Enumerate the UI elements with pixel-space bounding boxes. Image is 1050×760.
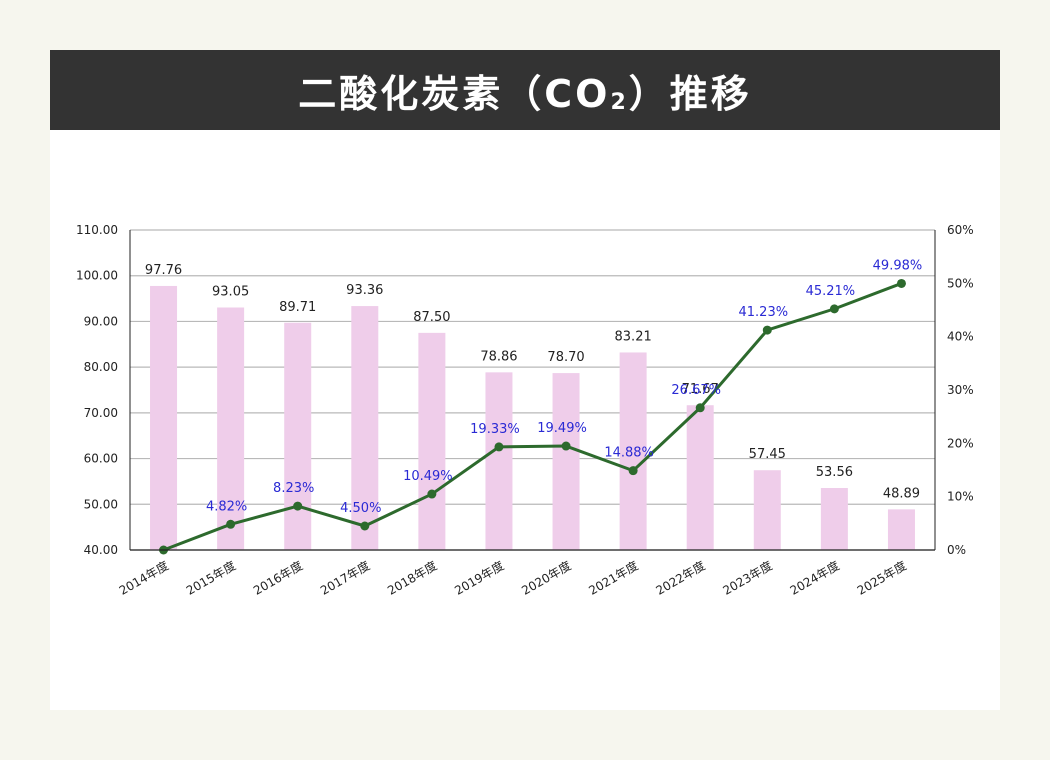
- x-tick-label: 2022年度: [653, 558, 708, 598]
- line-point: [695, 403, 705, 413]
- y-right-tick-label: 40%: [947, 330, 974, 344]
- x-tick-label: 2019年度: [452, 558, 507, 598]
- line-point: [829, 304, 839, 314]
- bar: [485, 372, 513, 550]
- y-left-tick-label: 80.00: [84, 360, 118, 374]
- line-value-label: 26.67%: [671, 383, 721, 398]
- bar: [887, 509, 915, 550]
- line-series: [163, 282, 902, 552]
- line-value-label: 19.33%: [470, 422, 520, 437]
- chart-card: 二酸化炭素（CO2）推移 97.76 93.05 89.71 93.36 87.50 78…: [50, 50, 1000, 710]
- line-point: [427, 489, 437, 499]
- grid-layer: [130, 229, 935, 551]
- title-subscript: 2: [610, 89, 629, 115]
- line-value-label: 8.23%: [273, 481, 314, 496]
- bar-value-label: 53.56: [816, 465, 853, 480]
- bar: [284, 322, 312, 550]
- line-value-label: 10.49%: [403, 469, 453, 484]
- y-right-tick-label: 0%: [947, 543, 966, 557]
- title-main: 二酸化炭素（CO: [298, 71, 611, 116]
- y-left-tick-label: 100.00: [76, 269, 118, 283]
- bar: [619, 352, 647, 550]
- line-value-label: 49.98%: [873, 258, 923, 273]
- line-value-label: 45.21%: [806, 284, 856, 299]
- bar: [820, 488, 848, 550]
- line-value-label: 41.23%: [739, 305, 789, 320]
- line-point: [226, 519, 236, 529]
- x-tick-label: 2023年度: [720, 558, 775, 598]
- bar-value-label: 83.21: [615, 329, 652, 344]
- bar: [150, 285, 178, 550]
- bar-value-label: 93.05: [212, 284, 249, 299]
- bar: [753, 470, 781, 550]
- y-left-tick-label: 50.00: [84, 497, 118, 511]
- title-bar: 二酸化炭素（CO2）推移: [50, 50, 1000, 130]
- x-tick-label: 2024年度: [787, 558, 842, 598]
- bar-value-label: 93.36: [346, 283, 383, 298]
- x-tick-label: 2015年度: [183, 558, 238, 598]
- bar: [552, 373, 580, 550]
- bar-value-label: 97.76: [145, 263, 182, 278]
- bar-value-label: 78.70: [547, 350, 584, 365]
- co2-chart: 97.76 93.05 89.71 93.36 87.50 78.86 78.70 83.21…: [76, 223, 974, 598]
- x-tick-label: 2020年度: [519, 558, 574, 598]
- x-tick-label: 2021年度: [586, 558, 641, 598]
- y-right-tick-label: 60%: [947, 223, 974, 237]
- bar: [418, 332, 446, 550]
- bar-value-label: 78.86: [480, 349, 517, 364]
- bar: [217, 307, 245, 550]
- y-right-tick-label: 50%: [947, 276, 974, 290]
- bar: [351, 306, 379, 550]
- line-value-label: 4.50%: [340, 501, 381, 516]
- y-left-tick-label: 60.00: [84, 452, 118, 466]
- page-title: 二酸化炭素（CO2）推移: [298, 63, 752, 118]
- y-right-tick-label: 30%: [947, 383, 974, 397]
- bar-value-label: 87.50: [413, 310, 450, 325]
- bar-value-label: 57.45: [749, 447, 786, 462]
- line-point: [628, 466, 638, 476]
- title-end: ）推移: [628, 71, 752, 116]
- y-left-tick-label: 110.00: [76, 223, 118, 237]
- line-layer: [159, 278, 906, 555]
- bar: [686, 405, 714, 550]
- bar-value-label: 48.89: [883, 486, 920, 501]
- x-tick-label: 2018年度: [385, 558, 440, 598]
- line-point: [762, 325, 772, 335]
- y-right-tick-label: 20%: [947, 436, 974, 450]
- line-point: [494, 442, 504, 452]
- bar-label-layer: 97.76 93.05 89.71 93.36 87.50 78.86 78.70 83.21…: [145, 263, 920, 501]
- line-value-label: 14.88%: [604, 446, 654, 461]
- y-left-tick-label: 90.00: [84, 314, 118, 328]
- line-point: [896, 278, 906, 288]
- x-tick-label: 2016年度: [250, 558, 305, 598]
- y-left-tick-label: 40.00: [84, 543, 118, 557]
- bar-value-label: 89.71: [279, 300, 316, 315]
- bar-value-label: 71.67: [682, 382, 719, 397]
- line-point: [293, 501, 303, 511]
- x-tick-label: 2017年度: [318, 558, 373, 598]
- line-point: [360, 521, 370, 531]
- x-tick-label: 2025年度: [854, 558, 909, 598]
- y-left-tick-label: 70.00: [84, 406, 118, 420]
- line-value-label: 19.49%: [537, 421, 587, 436]
- line-point: [561, 441, 571, 451]
- line-value-label: 4.82%: [206, 499, 247, 514]
- bar-layer: [150, 285, 915, 550]
- pct-label-layer: 4.82% 8.23% 4.50% 10.49% 19.33% 19.49% 14.88% 2…: [206, 258, 922, 516]
- y-right-tick-label: 10%: [947, 490, 974, 504]
- x-tick-label: 2014年度: [116, 558, 171, 598]
